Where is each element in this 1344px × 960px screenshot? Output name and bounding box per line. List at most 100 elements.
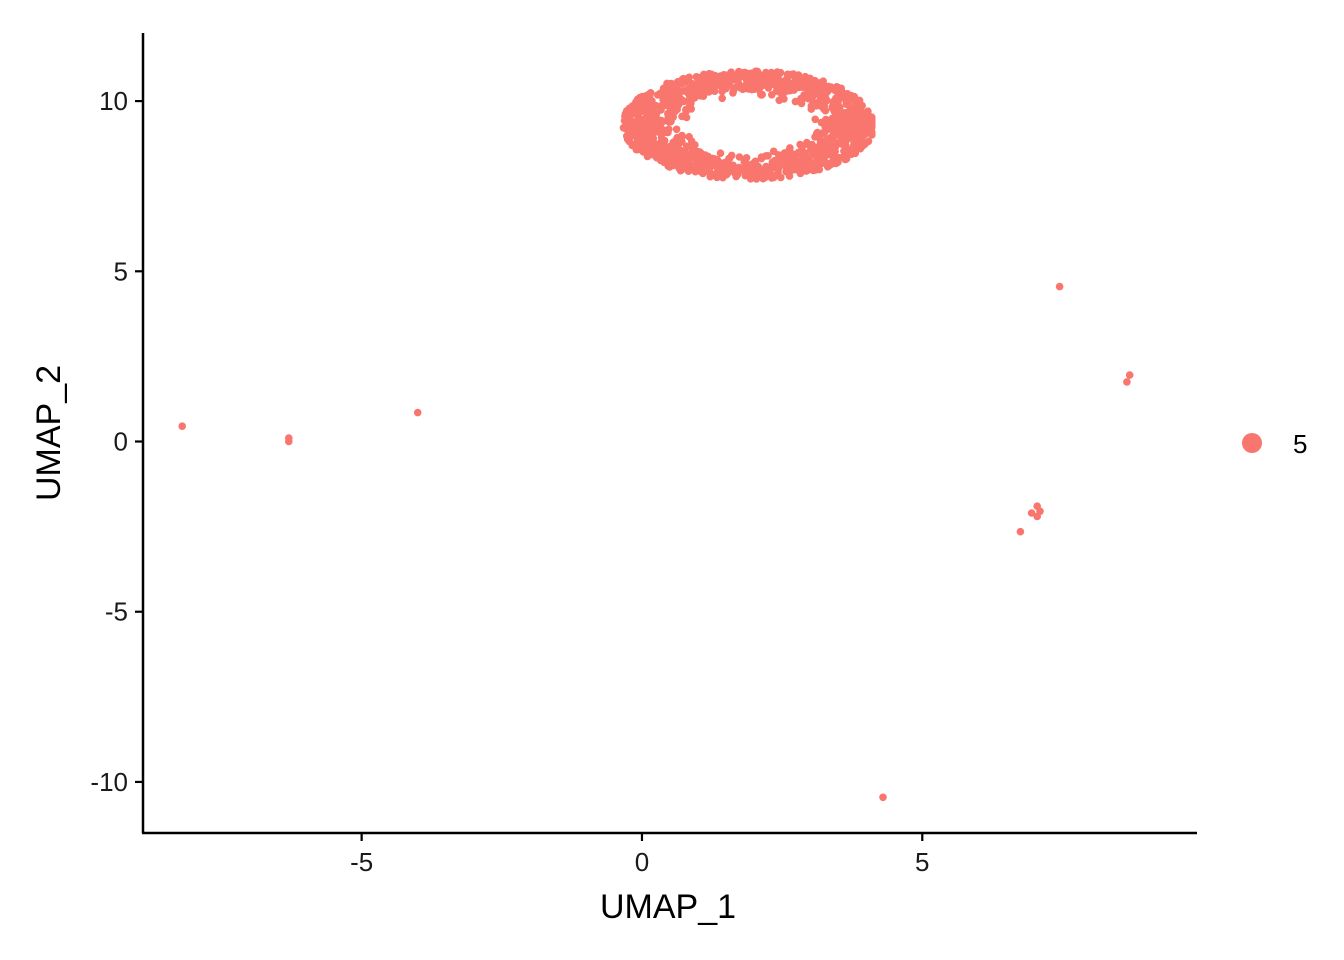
data-point: [852, 97, 861, 105]
data-point: [669, 138, 677, 147]
data-point: [824, 122, 833, 130]
y-axis-ticks: -10 -5 0 5 10: [90, 86, 143, 797]
data-point: [678, 79, 687, 88]
data-point: [680, 148, 689, 156]
data-point: [653, 140, 661, 149]
data-point: [794, 148, 803, 157]
data-point: [776, 79, 784, 88]
data-point: [758, 79, 766, 88]
data-point: [687, 141, 696, 150]
data-point: [701, 164, 710, 173]
y-tick-label: 10: [99, 86, 128, 116]
data-point: [718, 172, 727, 181]
points-layer: [178, 67, 1134, 802]
data-point: [682, 113, 691, 122]
data-point: [808, 146, 816, 155]
data-point: [1055, 282, 1064, 291]
data-point: [649, 134, 658, 143]
data-point: [812, 163, 821, 172]
data-point: [700, 85, 709, 93]
data-point: [1036, 507, 1044, 516]
data-point: [820, 105, 828, 113]
data-point: [675, 89, 684, 97]
data-point: [841, 124, 849, 132]
data-point: [685, 133, 693, 141]
data-point: [861, 130, 870, 138]
data-point: [648, 97, 656, 105]
data-point: [811, 115, 819, 124]
data-point: [664, 86, 672, 94]
data-point: [858, 138, 867, 146]
data-point: [657, 89, 665, 97]
data-point: [634, 108, 642, 116]
data-point: [285, 437, 293, 446]
data-point: [827, 143, 836, 151]
data-point: [664, 109, 672, 118]
data-point: [829, 152, 837, 161]
data-point: [669, 161, 678, 170]
data-point: [844, 132, 852, 140]
data-point: [787, 70, 795, 79]
data-point: [718, 94, 726, 103]
data-point: [751, 70, 760, 79]
data-point: [841, 152, 850, 161]
y-tick-label: 5: [114, 256, 128, 286]
data-point: [754, 85, 763, 94]
data-point: [835, 111, 844, 119]
y-axis-title: UMAP_2: [30, 365, 68, 501]
data-point: [808, 140, 816, 149]
data-point: [677, 166, 685, 174]
data-point: [864, 107, 872, 115]
legend-key-5: [1242, 433, 1262, 453]
data-point: [413, 408, 422, 417]
data-point: [765, 79, 773, 88]
y-tick-label: 0: [114, 427, 128, 457]
legend: 5: [1242, 429, 1307, 459]
data-point: [747, 166, 756, 174]
data-point: [818, 129, 827, 137]
data-point: [834, 158, 842, 166]
data-point: [754, 162, 762, 171]
data-point: [818, 138, 827, 146]
data-point: [636, 94, 645, 102]
data-point: [713, 173, 721, 182]
data-point: [708, 76, 716, 85]
data-point: [686, 149, 695, 158]
data-point: [659, 117, 667, 126]
data-point: [812, 102, 820, 110]
data-point: [867, 127, 876, 136]
data-point: [801, 149, 809, 157]
x-tick-label: 0: [635, 847, 649, 877]
data-point: [711, 155, 719, 163]
x-tick-label: -5: [350, 847, 373, 877]
data-point: [624, 108, 633, 116]
data-point: [782, 168, 790, 176]
data-point: [724, 164, 733, 173]
data-point: [673, 105, 681, 114]
data-point: [657, 156, 665, 165]
data-point: [688, 89, 697, 97]
data-point: [659, 95, 667, 104]
data-point: [812, 82, 821, 91]
data-point: [832, 119, 840, 127]
data-point: [741, 168, 749, 176]
data-point: [794, 76, 803, 84]
y-tick-label: -5: [105, 597, 128, 627]
data-point: [777, 89, 785, 98]
x-tick-label: 5: [915, 847, 929, 877]
data-point: [824, 82, 832, 91]
data-point: [729, 89, 737, 97]
data-point: [643, 137, 652, 146]
data-point: [723, 75, 732, 83]
x-axis-title: UMAP_1: [600, 888, 736, 926]
data-point: [828, 103, 836, 111]
data-point: [716, 149, 725, 157]
data-point: [770, 71, 778, 79]
data-point: [805, 93, 813, 101]
data-point: [660, 149, 669, 158]
data-point: [844, 109, 852, 117]
data-point: [1123, 378, 1131, 386]
data-point: [853, 120, 862, 128]
data-point: [649, 105, 657, 113]
data-point: [811, 76, 819, 85]
